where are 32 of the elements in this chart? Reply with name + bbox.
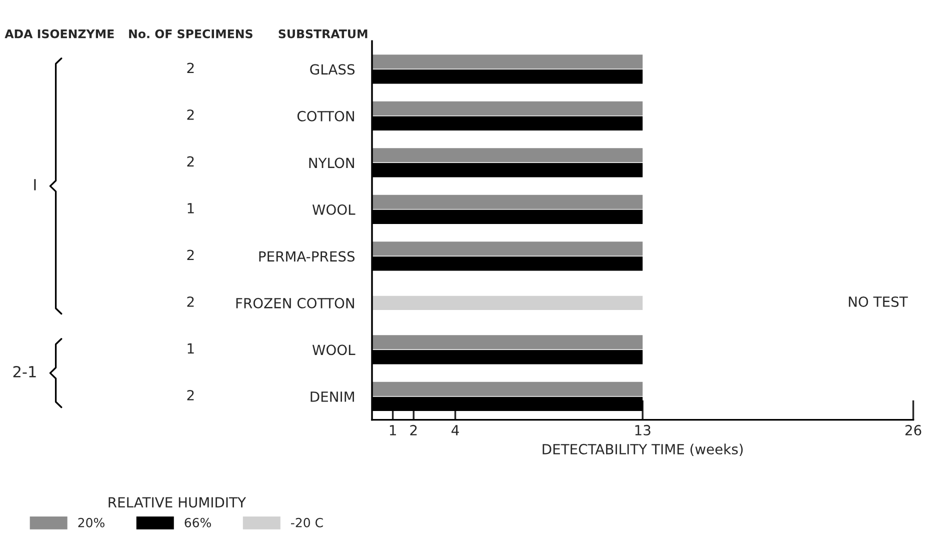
y-tick-label: NYLON (309, 158, 354, 168)
text: I (34, 179, 36, 190)
text: 2 (187, 296, 194, 307)
y-tick-label: WOOL (312, 204, 356, 215)
x-tick-label: 1 (390, 425, 396, 436)
text: 2 (187, 156, 194, 167)
x-tick-label: 4 (452, 425, 459, 436)
y-tick-label: DENIM (310, 392, 354, 402)
legend-label: 20% (78, 518, 104, 528)
text: SUBSTRATUM (278, 29, 368, 38)
text: 2 (187, 109, 194, 120)
y-tick-label: WOOL (312, 344, 356, 356)
y-tick-label: PERMA-PRESS (259, 251, 355, 262)
text: 2 (187, 62, 194, 73)
x-axis-title: DETECTABILITY TIME (weeks) (542, 444, 743, 456)
text: 1 (188, 203, 194, 214)
legend-label: -20 C (291, 518, 323, 528)
y-tick-label: GLASS (310, 64, 355, 75)
legend-label: 66% (184, 518, 211, 528)
text: ADA ISOENZYME (4, 29, 114, 38)
x-tick-label: 26 (905, 424, 922, 436)
y-tick-label: COTTON (297, 110, 354, 122)
text: No. OF SPECIMENS (129, 29, 252, 38)
x-tick-label: 13 (635, 424, 650, 436)
text: 2 (187, 390, 194, 400)
annotation: NO TEST (848, 296, 908, 307)
x-tick-label: 2 (410, 424, 417, 436)
y-tick-label: FROZEN COTTON (236, 298, 354, 308)
text: 2-1 (13, 366, 36, 378)
text: 1 (188, 343, 194, 354)
legend-title: RELATIVE HUMIDITY (108, 497, 246, 508)
text: 2 (187, 250, 194, 260)
